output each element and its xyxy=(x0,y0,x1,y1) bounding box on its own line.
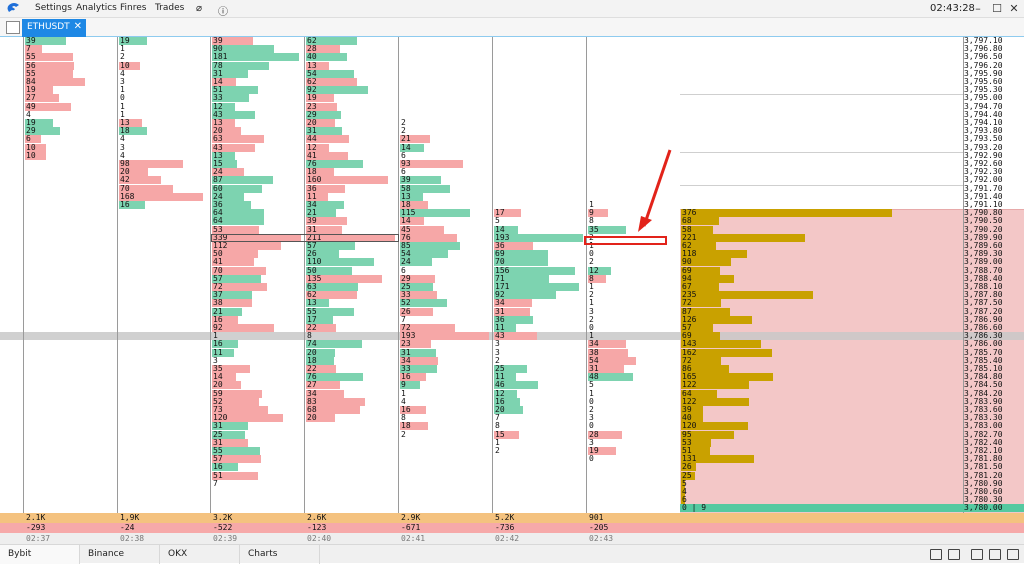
column-separator xyxy=(492,37,493,513)
profile-bar xyxy=(681,291,813,299)
total-volume: 2.6K xyxy=(307,513,326,523)
help-icon[interactable]: ⓘ xyxy=(218,3,228,18)
time-label: 02:38 xyxy=(120,533,144,544)
time-label: 02:41 xyxy=(401,533,425,544)
poc-marker xyxy=(211,234,399,242)
total-volume: 901 xyxy=(589,513,603,523)
delta-total-row: -293 -24 -522 -123 -671 -736 -205 xyxy=(0,523,1024,533)
profile-bar xyxy=(681,234,805,242)
time-label: 02:37 xyxy=(26,533,50,544)
menu-trades[interactable]: Trades xyxy=(155,3,184,13)
total-volume: 2.1K xyxy=(26,513,45,523)
tab-binance[interactable]: Binance xyxy=(80,545,160,564)
tab-bybit[interactable]: Bybit xyxy=(0,545,80,564)
minimize-icon[interactable]: – xyxy=(970,1,986,17)
total-delta: -293 xyxy=(26,523,45,533)
app-logo-icon xyxy=(7,3,21,14)
column-separator xyxy=(117,37,118,513)
total-delta: -24 xyxy=(120,523,134,533)
menu-bar: Settings Analytics Finres Trades ⌀ ⓘ 02:… xyxy=(0,0,1024,18)
fullscreen-icon[interactable] xyxy=(1007,549,1019,560)
cell-volume: 2 xyxy=(495,447,500,455)
cell-volume: 0 xyxy=(589,455,594,463)
cell-volume: 10 xyxy=(26,152,36,160)
total-volume: 2.9K xyxy=(401,513,420,523)
column-separator xyxy=(586,37,587,513)
mute-icon[interactable]: ⌀ xyxy=(196,3,202,14)
total-delta: -205 xyxy=(589,523,608,533)
total-volume: 3.2K xyxy=(213,513,232,523)
column-separator xyxy=(304,37,305,513)
menu-settings[interactable]: Settings xyxy=(35,3,72,13)
total-volume: 1,9K xyxy=(120,513,139,523)
annotation-arrow xyxy=(630,148,680,238)
layout-icon[interactable] xyxy=(6,21,20,34)
menu-finres[interactable]: Finres xyxy=(120,3,146,13)
price-label: 3,780.00 xyxy=(964,504,1003,512)
cell-volume: 7 xyxy=(213,480,218,488)
grid-line xyxy=(680,152,964,153)
total-delta: -123 xyxy=(307,523,326,533)
column-separator xyxy=(23,37,24,513)
column-separator xyxy=(398,37,399,513)
time-label: 02:40 xyxy=(307,533,331,544)
clock: 02:43:28 xyxy=(930,3,975,14)
maximize-icon[interactable]: ☐ xyxy=(989,1,1005,17)
time-label: 02:39 xyxy=(213,533,237,544)
close-icon[interactable]: ✕ xyxy=(1006,1,1022,17)
tab-close-icon[interactable]: ✕ xyxy=(74,21,82,32)
column-separator xyxy=(210,37,211,513)
calculator-icon[interactable] xyxy=(971,549,983,560)
tab-ethusdt[interactable]: ETHUSDT ✕ xyxy=(22,19,86,37)
cell-volume: 20 xyxy=(307,414,317,422)
tab-label: ETHUSDT xyxy=(27,22,70,32)
grid-line xyxy=(680,94,964,95)
tab-charts[interactable]: Charts xyxy=(240,545,320,564)
time-label: 02:43 xyxy=(589,533,613,544)
total-delta: -671 xyxy=(401,523,420,533)
total-delta: -736 xyxy=(495,523,514,533)
crosshair-icon[interactable] xyxy=(989,549,1001,560)
profile-bar xyxy=(681,209,892,217)
total-volume: 5.2K xyxy=(495,513,514,523)
cell-volume: 2 xyxy=(401,431,406,439)
copy-icon[interactable] xyxy=(948,549,960,560)
menu-analytics[interactable]: Analytics xyxy=(76,3,117,13)
grid-line xyxy=(680,185,964,186)
time-axis: 02:37 02:38 02:39 02:40 02:41 02:42 02:43 xyxy=(0,533,1024,544)
total-delta: -522 xyxy=(213,523,232,533)
time-label: 02:42 xyxy=(495,533,519,544)
volume-total-row: 2.1K 1,9K 3.2K 2.6K 2.9K 5.2K 901 xyxy=(0,513,1024,523)
cell-volume: 16 xyxy=(120,201,130,209)
tab-bar: ETHUSDT ✕ xyxy=(0,18,1024,37)
tab-okx[interactable]: OKX xyxy=(160,545,240,564)
screenshot-icon[interactable] xyxy=(930,549,942,560)
bottom-bar: Bybit Binance OKX Charts xyxy=(0,544,1024,563)
